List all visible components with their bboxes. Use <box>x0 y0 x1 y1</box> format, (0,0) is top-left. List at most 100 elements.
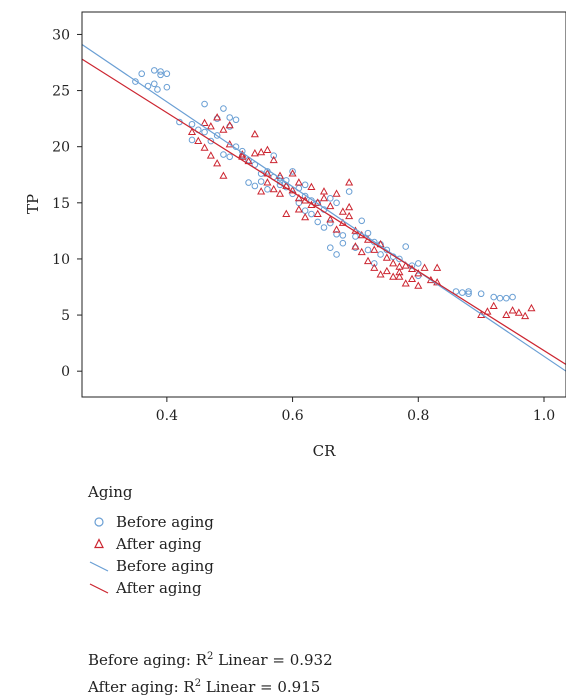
before-aging-point <box>333 230 340 238</box>
before-aging-point <box>245 179 252 186</box>
legend-label: After aging <box>116 579 202 597</box>
before-aging-point <box>358 217 366 225</box>
after-aging-point <box>514 308 523 316</box>
legend-item-after-points: After aging <box>88 533 214 555</box>
after-aging-point <box>219 125 228 133</box>
before-aging-point <box>364 229 372 237</box>
before-aging-point <box>333 199 340 207</box>
legend-label: Before aging <box>116 557 214 575</box>
before-aging-point <box>465 288 472 295</box>
legend: Aging Before aging After aging Before ag… <box>88 483 214 599</box>
before-aging-point <box>157 71 164 79</box>
after-aging-point <box>294 205 303 213</box>
y-tick-label: 10 <box>52 252 70 268</box>
before-aging-point <box>213 132 221 139</box>
before-aging-point <box>352 233 359 240</box>
legend-item-before-line: Before aging <box>88 555 214 577</box>
after-aging-point <box>401 279 410 287</box>
after-aging-point <box>294 193 303 202</box>
before-aging-point <box>251 182 259 190</box>
after-aging-point <box>395 272 404 280</box>
after-aging-point <box>395 267 404 276</box>
before-aging-point <box>257 178 265 185</box>
after-aging-point <box>483 307 492 315</box>
before-aging-point <box>138 70 146 78</box>
before-aging-point <box>207 137 215 145</box>
after-aging-point <box>269 184 278 193</box>
x-tick-label: 0.4 <box>156 408 178 424</box>
after-aging-point <box>263 178 272 186</box>
before-aging-point <box>220 105 227 112</box>
after-aging-point <box>187 127 197 136</box>
legend-label: After aging <box>116 535 202 553</box>
after-aging-fit-line <box>81 58 566 365</box>
after-aging-point <box>269 155 278 164</box>
line-marker-icon <box>89 561 109 572</box>
circle-marker-icon <box>94 517 104 527</box>
after-aging-point <box>225 140 234 148</box>
after-aging-point <box>370 263 379 271</box>
before-aging-point <box>339 239 347 247</box>
before-aging-point <box>490 293 498 301</box>
after-aging-point <box>250 148 259 157</box>
before-aging-point <box>477 290 485 298</box>
after-aging-point <box>376 270 385 278</box>
x-tick-label: 0.6 <box>281 408 303 424</box>
after-aging-point <box>282 209 291 217</box>
before-aging-point <box>270 152 278 159</box>
before-aging-point <box>452 288 460 295</box>
before-aging-point <box>154 86 161 93</box>
before-aging-point <box>364 246 372 254</box>
before-aging-point <box>326 195 334 202</box>
after-aging-point <box>407 274 417 283</box>
before-aging-point <box>377 251 384 258</box>
after-aging-point <box>225 120 234 129</box>
before-aging-point <box>314 218 322 226</box>
after-aging-point <box>345 211 354 220</box>
before-aging-point <box>465 290 472 298</box>
before-aging-point <box>333 251 340 258</box>
after-aging-point <box>200 143 209 151</box>
before-aging-point <box>301 207 309 214</box>
after-aging-point <box>345 202 354 211</box>
after-aging-point <box>389 272 398 280</box>
before-aging-point <box>201 100 208 108</box>
before-aging-point <box>402 243 410 250</box>
after-aging-point <box>206 151 215 159</box>
after-aging-point <box>389 258 398 267</box>
fit-statistics: Before aging: R2 Linear = 0.932 After ag… <box>88 645 333 699</box>
before-aging-point <box>301 181 309 189</box>
before-aging-point <box>163 83 171 91</box>
before-aging-point <box>226 153 234 161</box>
after-aging-point <box>521 311 530 320</box>
after-aging-point <box>200 118 209 127</box>
after-aging-point <box>326 215 335 223</box>
scatter-chart: 0.4 0.6 0.8 1.0 0 5 10 15 20 25 30 CR TP <box>24 11 566 460</box>
after-aging-point <box>502 310 511 318</box>
after-aging-point <box>219 171 228 179</box>
before-aging-point <box>232 116 240 124</box>
before-aging-point <box>458 289 466 296</box>
after-aging-point <box>382 253 391 261</box>
after-aging-point <box>257 147 266 156</box>
before-aging-point <box>150 80 158 88</box>
before-aging-point <box>264 186 271 193</box>
line-marker-icon <box>89 583 109 594</box>
after-aging-point <box>275 189 285 197</box>
after-aging-point <box>382 266 391 275</box>
before-aging-point <box>339 232 347 239</box>
after-aging-point <box>213 159 222 167</box>
before-aging-point <box>301 192 309 200</box>
after-aging-point <box>263 145 272 153</box>
after-aging-point <box>351 242 360 250</box>
after-aging-point <box>238 152 247 160</box>
after-aging-point <box>363 256 373 265</box>
before-aging-point <box>220 151 227 158</box>
before-aging-fit-line <box>81 44 566 372</box>
before-aging-point <box>396 255 403 263</box>
before-aging-point <box>496 294 504 302</box>
after-aging-point <box>370 245 379 253</box>
before-aging-point <box>188 120 196 128</box>
before-aging-point <box>502 294 510 302</box>
after-aging-point <box>319 187 329 195</box>
